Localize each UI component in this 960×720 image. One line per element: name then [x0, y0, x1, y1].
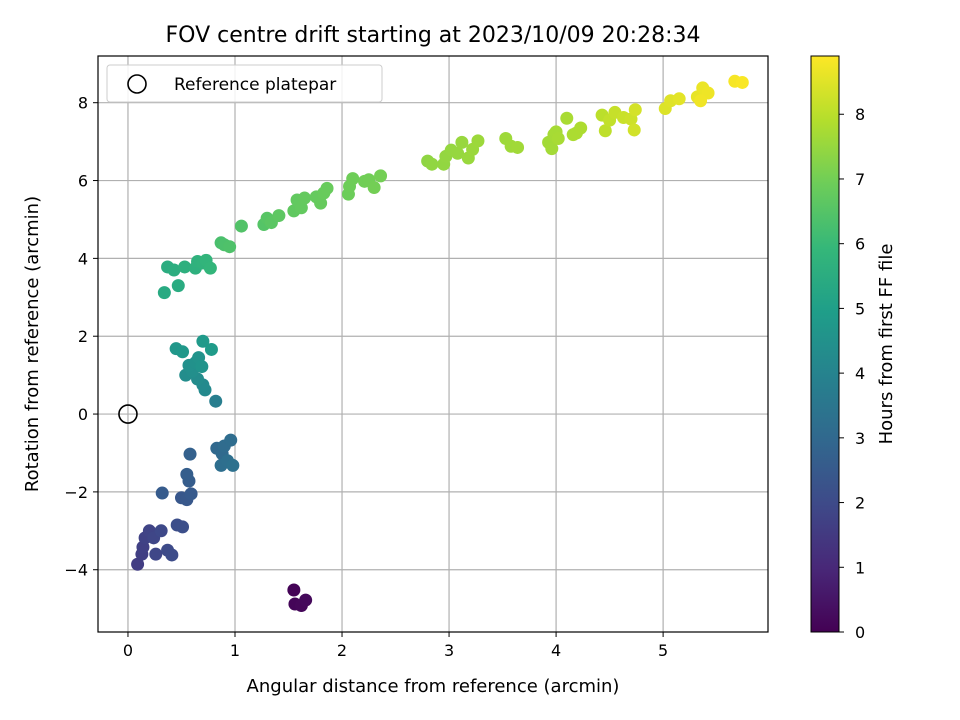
- scatter-point: [196, 334, 210, 348]
- colorbar: [810, 55, 840, 633]
- scatter-point: [155, 486, 169, 500]
- scatter-point: [299, 593, 313, 607]
- scatter-point: [628, 103, 642, 117]
- y-axis-ticks: −4 −2 0 2 4 6 8: [64, 94, 98, 580]
- scatter-point: [598, 124, 612, 138]
- colorbar-label: Hours from first FF file: [876, 244, 897, 445]
- legend: Reference platepar: [106, 64, 383, 103]
- x-tick-label: 2: [337, 641, 347, 660]
- y-tick-label: 2: [78, 327, 88, 346]
- scatter-point: [203, 261, 217, 275]
- scatter-point: [204, 342, 218, 356]
- y-tick-label: −4: [64, 561, 88, 580]
- legend-box: [106, 64, 383, 103]
- scatter-point: [298, 191, 312, 205]
- colorbar-tick-label: 8: [855, 105, 865, 124]
- y-tick-label: 0: [78, 405, 88, 424]
- scatter-point: [574, 121, 588, 135]
- scatter-point: [287, 583, 301, 597]
- x-tick-label: 4: [551, 641, 561, 660]
- scatter-point: [167, 263, 181, 277]
- y-tick-label: 4: [78, 249, 88, 268]
- scatter-point: [346, 172, 360, 186]
- y-tick-label: −2: [64, 483, 88, 502]
- scatter-point: [223, 240, 237, 254]
- scatter-point: [694, 94, 708, 108]
- colorbar-tick-label: 0: [855, 623, 865, 642]
- scatter-point: [131, 557, 145, 571]
- colorbar-tick-label: 4: [855, 364, 865, 383]
- scatter-point: [451, 146, 465, 160]
- scatter-point: [560, 111, 574, 125]
- colorbar-ticks: 0 1 2 3 4 5 6 7 8: [839, 105, 865, 642]
- scatter-point: [471, 134, 485, 148]
- scatter-point: [180, 467, 194, 481]
- scatter-point: [209, 394, 223, 408]
- scatter-point: [735, 75, 749, 89]
- scatter-point: [455, 135, 469, 149]
- x-axis-ticks: 0 1 2 3 4 5: [123, 632, 668, 660]
- scatter-point: [176, 345, 190, 359]
- scatter-point: [627, 123, 641, 137]
- scatter-point: [367, 181, 381, 195]
- scatter-point: [272, 209, 286, 223]
- scatter-point: [154, 524, 168, 538]
- scatter-point: [551, 132, 565, 146]
- scatter-point: [171, 279, 185, 293]
- scatter-point: [149, 547, 163, 561]
- scatter-point: [234, 219, 248, 233]
- scatter-point: [184, 487, 198, 501]
- scatter-point: [183, 447, 197, 461]
- scatter-point: [314, 196, 328, 210]
- x-axis-label: Angular distance from reference (arcmin): [247, 676, 620, 697]
- legend-entry: Reference platepar: [174, 75, 336, 95]
- scatter-point: [165, 548, 179, 562]
- scatter-point: [672, 92, 686, 106]
- data-points: [131, 74, 749, 613]
- colorbar-tick-label: 3: [855, 429, 865, 448]
- y-tick-label: 8: [78, 94, 88, 113]
- y-tick-label: 6: [78, 172, 88, 191]
- scatter-point: [374, 169, 388, 183]
- scatter-point: [157, 286, 171, 300]
- scatter-point: [545, 142, 559, 156]
- x-tick-label: 0: [123, 641, 133, 660]
- x-tick-label: 5: [658, 641, 668, 660]
- chart-title: FOV centre drift starting at 2023/10/09 …: [166, 23, 701, 48]
- y-axis-label: Rotation from reference (arcmin): [22, 196, 43, 492]
- x-tick-label: 3: [444, 641, 454, 660]
- scatter-point: [176, 520, 190, 534]
- colorbar-tick-label: 5: [855, 299, 865, 318]
- colorbar-tick-label: 1: [855, 558, 865, 577]
- legend-reference-icon: [127, 74, 147, 94]
- scatter-point: [226, 458, 240, 472]
- reference-marker: [118, 404, 138, 424]
- x-tick-label: 1: [230, 641, 240, 660]
- plot-frame: [97, 55, 769, 633]
- scatter-point: [425, 157, 439, 171]
- scatter-point: [320, 181, 334, 195]
- colorbar-tick-label: 7: [855, 170, 865, 189]
- colorbar-tick-label: 2: [855, 494, 865, 513]
- scatter-point: [178, 260, 192, 274]
- scatter-point: [224, 433, 238, 447]
- scatter-point: [195, 360, 209, 374]
- scatter-point: [511, 140, 525, 154]
- colorbar-tick-label: 6: [855, 235, 865, 254]
